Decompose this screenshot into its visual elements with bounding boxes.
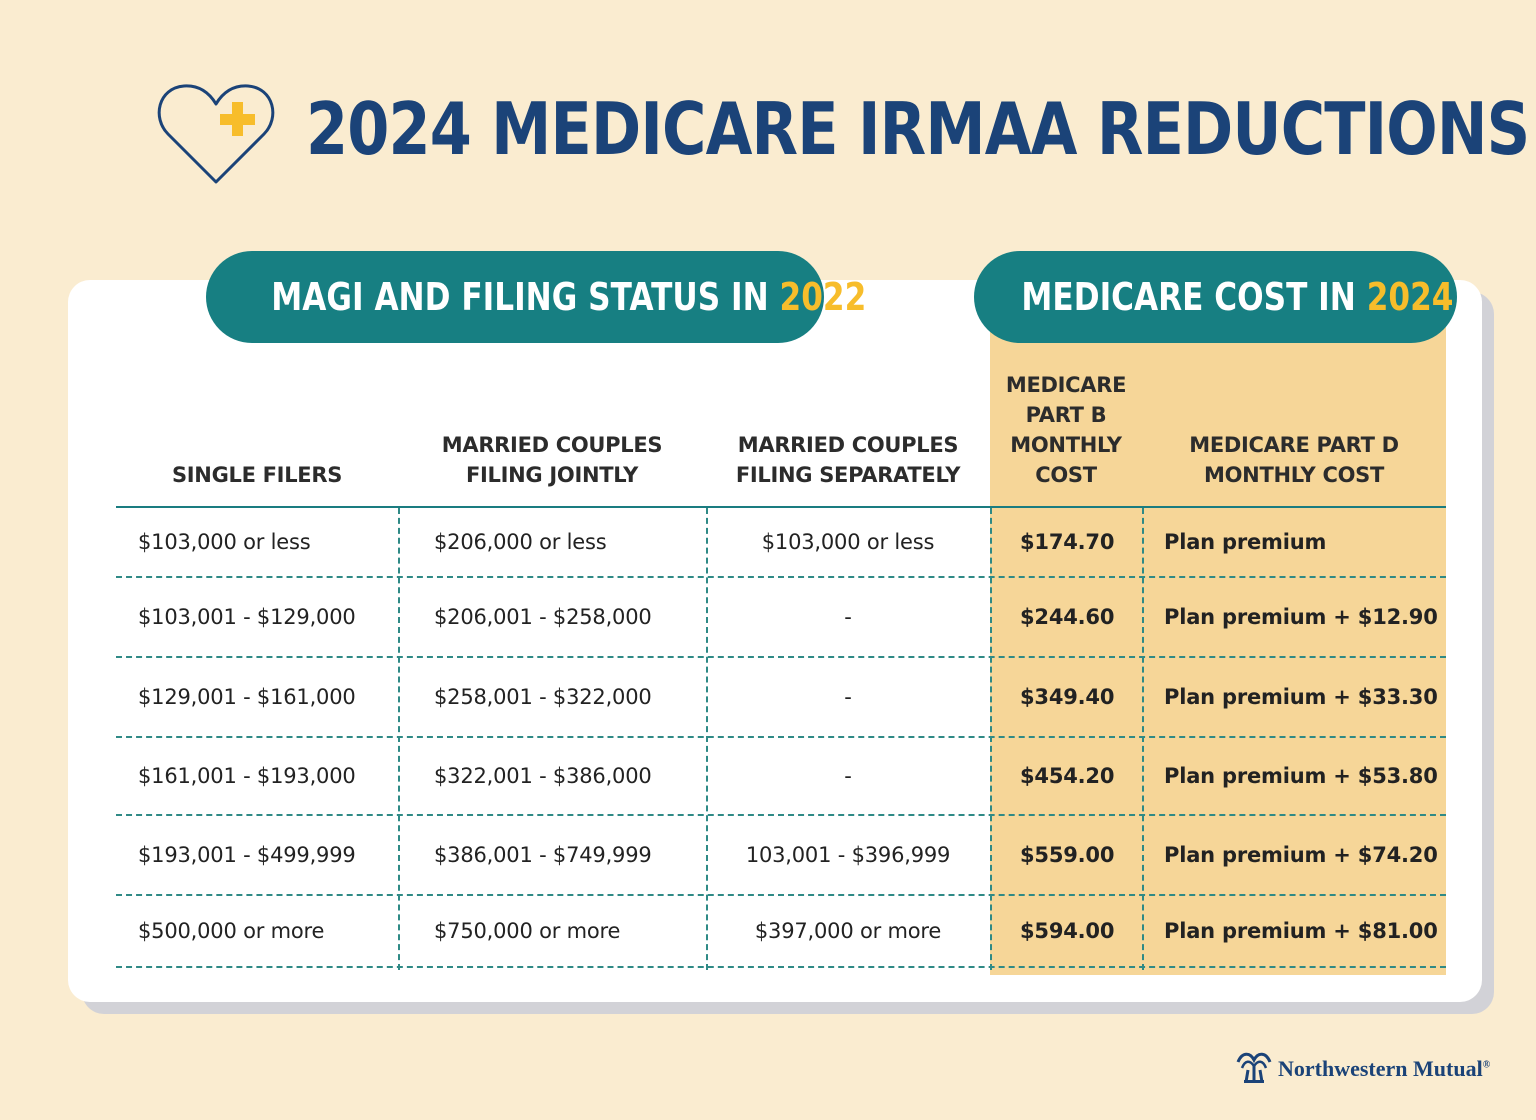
- pill-label: MAGI AND FILING STATUS IN: [271, 275, 780, 319]
- registered-mark: ®: [1482, 1059, 1491, 1071]
- table-cell: $397,000 or more: [754, 919, 942, 943]
- table-cell: $258,001 - $322,000: [434, 685, 652, 709]
- column-header-line: MARRIED COUPLES: [441, 433, 663, 457]
- column-header-line: MONTHLY COST: [1204, 463, 1384, 487]
- table-cell: $594.00: [1020, 919, 1115, 943]
- table-cell: $103,001 - $129,000: [138, 605, 356, 629]
- column-header-line: MEDICARE: [1005, 373, 1127, 397]
- table-cell: Plan premium + $33.30: [1164, 685, 1438, 709]
- table-cell: $103,000 or less: [138, 530, 311, 554]
- medicare-cost-highlight: [990, 300, 1446, 975]
- pill-label: MEDICARE COST IN: [1021, 275, 1367, 319]
- table-cell: Plan premium + $74.20: [1164, 843, 1438, 867]
- column-header: MEDICARE PART D MONTHLY COST: [1142, 430, 1446, 490]
- table-row: $161,001 - $193,000 $322,001 - $386,000 - $…: [116, 738, 1446, 816]
- column-header-line: FILING SEPARATELY: [735, 463, 961, 487]
- table-cell: $193,001 - $499,999: [138, 843, 356, 867]
- column-header: MARRIED COUPLES FILING JOINTLY: [398, 430, 706, 490]
- header-divider: [116, 506, 1446, 508]
- pill-year: 2022: [779, 275, 867, 319]
- medicare-cost-header: MEDICARE COST IN 2024: [974, 251, 1457, 343]
- table-cell: -: [844, 685, 852, 709]
- table-cell: 103,001 - $396,999: [745, 843, 951, 867]
- magi-filing-status-header: MAGI AND FILING STATUS IN 2022: [206, 251, 866, 343]
- column-divider: [1142, 508, 1144, 970]
- table-cell: $103,000 or less: [761, 530, 935, 554]
- table-cell: $500,000 or more: [138, 919, 325, 943]
- column-header: SINGLE FILERS: [116, 460, 398, 490]
- table-cell: $750,000 or more: [434, 919, 621, 943]
- column-header: MEDICARE PART B MONTHLY COST: [990, 370, 1142, 490]
- column-divider: [706, 508, 708, 970]
- table-cell: $454.20: [1020, 764, 1115, 788]
- table-cell: $129,001 - $161,000: [138, 685, 356, 709]
- logo-text: Northwestern Mutual: [1278, 1056, 1483, 1081]
- heart-plus-icon: [157, 84, 275, 184]
- table-cell: -: [844, 605, 852, 629]
- table-cell: $386,001 - $749,999: [434, 843, 652, 867]
- table-cell: $174.70: [1020, 530, 1115, 554]
- table-cell: -: [844, 764, 852, 788]
- table-cell: $322,001 - $386,000: [434, 764, 652, 788]
- column-divider: [398, 508, 400, 970]
- table-row: $129,001 - $161,000 $258,001 - $322,000 - $…: [116, 658, 1446, 738]
- fountain-icon: [1236, 1052, 1272, 1083]
- page-title: 2024 MEDICARE IRMAA REDUCTIONS: [306, 87, 1530, 171]
- table-cell: $349.40: [1020, 685, 1115, 709]
- table-cell: $559.00: [1020, 843, 1115, 867]
- column-header-line: COST: [1035, 463, 1097, 487]
- column-header-line: FILING JOINTLY: [466, 463, 638, 487]
- table-cell: $206,001 - $258,000: [434, 605, 652, 629]
- table-row: $500,000 or more $750,000 or more $397,000…: [116, 896, 1446, 968]
- table-cell: Plan premium + $53.80: [1164, 764, 1438, 788]
- column-header: MARRIED COUPLES FILING SEPARATELY: [706, 430, 990, 490]
- column-header-line: MONTHLY: [1010, 433, 1122, 457]
- table-row: $103,001 - $129,000 $206,001 - $258,000 - $…: [116, 578, 1446, 658]
- table-cell: Plan premium + $81.00: [1164, 919, 1438, 943]
- column-header-line: MEDICARE PART D: [1189, 433, 1399, 457]
- column-divider: [990, 508, 992, 970]
- table-cell: $244.60: [1020, 605, 1115, 629]
- column-header-line: MARRIED COUPLES: [737, 433, 959, 457]
- table-cell: $206,000 or less: [434, 530, 607, 554]
- table-row: $193,001 - $499,999 $386,001 - $749,999 10…: [116, 816, 1446, 896]
- column-header-line: PART B: [1025, 403, 1107, 427]
- column-header-line: SINGLE FILERS: [171, 463, 343, 487]
- pill-year: 2024: [1366, 275, 1454, 319]
- table-cell: Plan premium + $12.90: [1164, 605, 1438, 629]
- table-row: $103,000 or less $206,000 or less $103,000…: [116, 508, 1446, 578]
- northwestern-mutual-logo: Northwestern Mutual®: [1236, 1048, 1506, 1088]
- table-cell: Plan premium: [1164, 530, 1327, 554]
- table-cell: $161,001 - $193,000: [138, 764, 356, 788]
